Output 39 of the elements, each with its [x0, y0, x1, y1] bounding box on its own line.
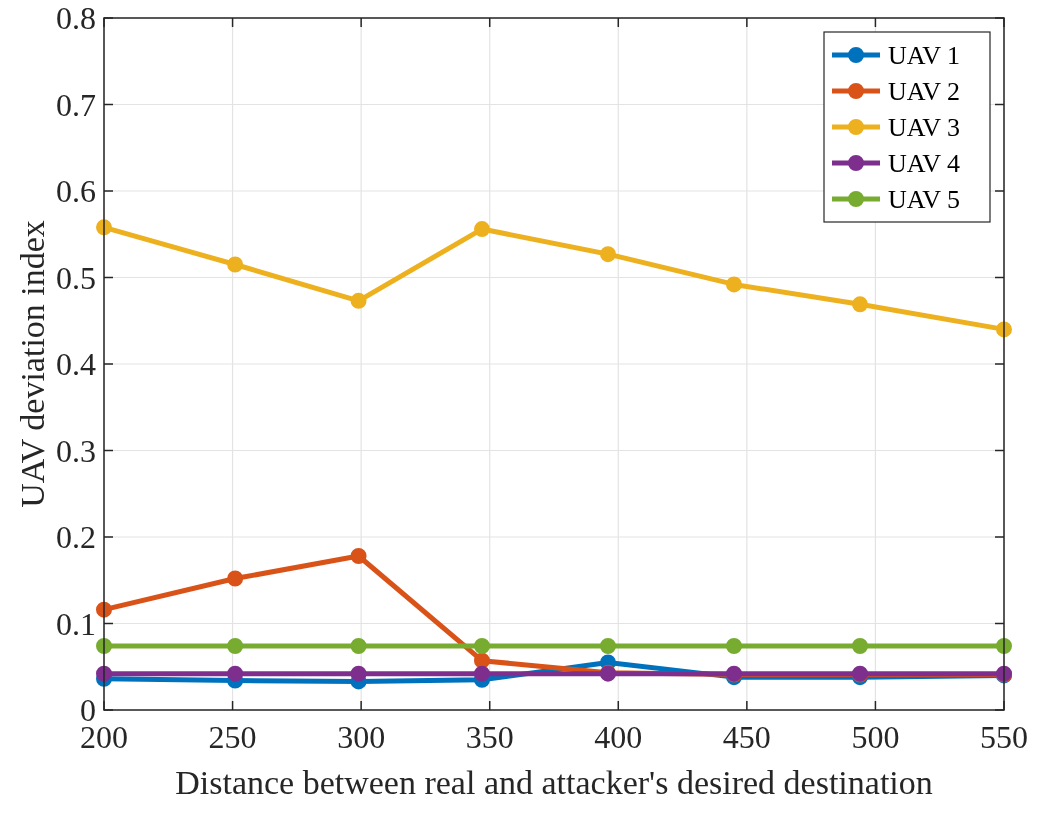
point: [474, 637, 490, 654]
x-tick-label: 500: [851, 719, 900, 755]
point: [350, 548, 367, 565]
y-tick-label: 0.6: [56, 173, 96, 210]
point: [350, 665, 367, 682]
y-tick-label: 0.1: [56, 605, 96, 642]
point: [227, 637, 244, 654]
x-tick-label: 550: [980, 719, 1028, 755]
x-tick-label: 350: [465, 719, 514, 755]
y-tick-label: 0.5: [56, 259, 96, 296]
point: [852, 637, 868, 654]
legend-label: UAV 1: [888, 41, 961, 71]
point: [852, 296, 868, 313]
x-tick-label: 300: [337, 719, 386, 755]
y-tick-label: 0.3: [56, 432, 96, 469]
y-tick-label: 0.2: [56, 519, 96, 556]
x-axis-title: Distance between real and attacker's desired destination: [175, 764, 933, 801]
point: [726, 637, 742, 654]
point: [600, 637, 616, 654]
legend-label: UAV 2: [888, 77, 961, 107]
point: [474, 665, 490, 682]
point: [600, 246, 616, 263]
point: [350, 637, 367, 654]
point: [227, 570, 244, 587]
point: [350, 292, 367, 309]
y-axis-title: UAV deviation index: [13, 220, 51, 508]
legend-label: UAV 4: [888, 149, 961, 179]
legend-label: UAV 3: [888, 113, 961, 143]
y-tick-label: 0.8: [56, 0, 96, 37]
point: [227, 256, 244, 273]
legend-label: UAV 5: [888, 185, 961, 215]
point: [474, 221, 490, 238]
x-tick-label: 450: [722, 719, 771, 755]
point: [726, 276, 742, 293]
y-tick-label: 0.7: [56, 86, 96, 123]
point: [227, 665, 244, 682]
x-tick-label: 250: [208, 719, 257, 755]
x-tick-label: 400: [594, 719, 643, 755]
y-tick-label: 0.4: [56, 346, 96, 383]
